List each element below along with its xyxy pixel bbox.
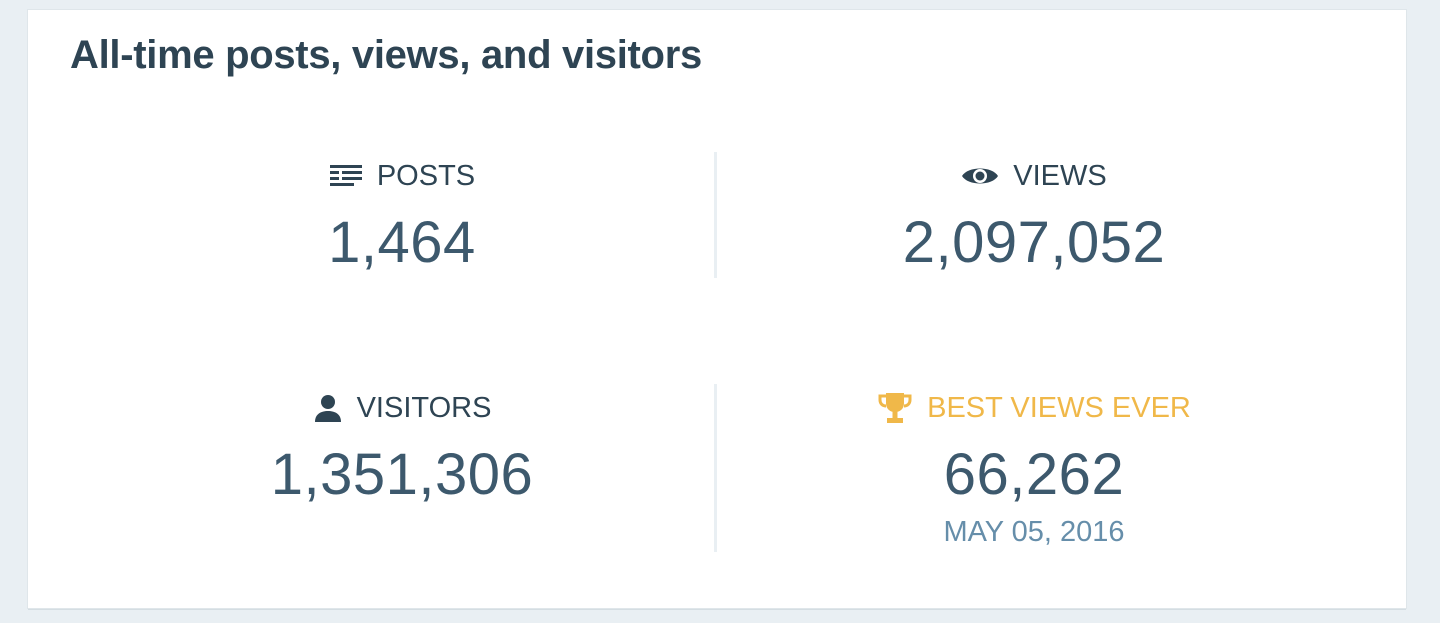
person-icon: [313, 393, 343, 423]
card-title: All-time posts, views, and visitors: [70, 33, 702, 77]
eye-icon: [961, 163, 999, 189]
stat-visitors-label: VISITORS: [356, 392, 492, 424]
posts-icon: [329, 163, 363, 189]
stat-best-views: BEST VIEWS EVER 66,262 MAY 05, 2016: [690, 390, 1378, 550]
stat-views-label-row: VIEWS: [690, 158, 1378, 194]
divider-bottom: [714, 384, 717, 552]
stat-best-label-row: BEST VIEWS EVER: [690, 390, 1378, 426]
stat-views-value: 2,097,052: [902, 210, 1166, 275]
stat-best-value: 66,262: [943, 442, 1125, 507]
stat-visitors: VISITORS 1,351,306: [58, 390, 746, 510]
trophy-icon: [877, 391, 913, 425]
stat-posts-label-row: POSTS: [58, 158, 746, 194]
stat-posts: POSTS 1,464: [58, 158, 746, 278]
all-time-stats-card: All-time posts, views, and visitors POST…: [28, 10, 1406, 608]
stat-views-label: VIEWS: [1013, 160, 1107, 192]
stat-views: VIEWS 2,097,052: [690, 158, 1378, 278]
stat-posts-value: 1,464: [328, 210, 476, 275]
stat-best-label: BEST VIEWS EVER: [927, 392, 1191, 424]
stat-best-date: MAY 05, 2016: [943, 516, 1125, 548]
stat-posts-label: POSTS: [376, 160, 476, 192]
stat-visitors-value: 1,351,306: [270, 442, 534, 507]
divider-top: [714, 152, 717, 278]
stat-visitors-label-row: VISITORS: [58, 390, 746, 426]
